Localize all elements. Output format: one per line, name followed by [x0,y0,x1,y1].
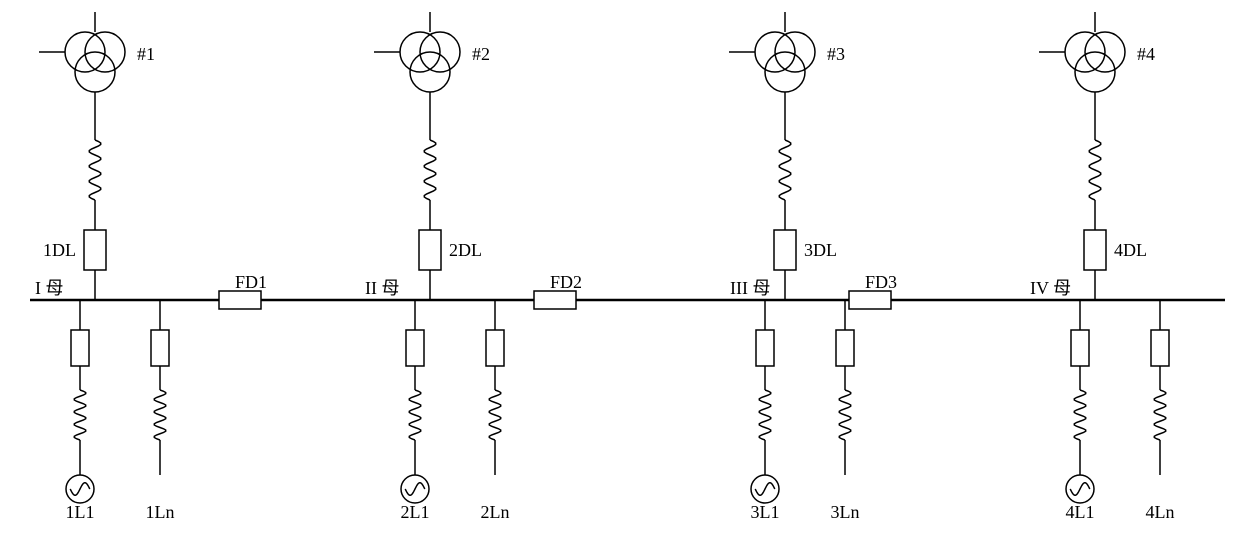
dl-label-1DL: 1DL [43,240,76,260]
feeder-breaker-4L1 [1071,330,1089,366]
feeder-breaker-3Ln [836,330,854,366]
bus-label-3: III 母 [730,278,770,298]
feeder-4L1: 4L1 [1066,300,1095,522]
feeder-4Ln: 4Ln [1146,300,1175,522]
feeder-3L1: 3L1 [751,300,780,522]
dl-label-4DL: 4DL [1114,240,1147,260]
feeder-label-4Ln: 4Ln [1146,502,1175,522]
feeder-breaker-1Ln [151,330,169,366]
feeder-label-3L1: 3L1 [751,502,780,522]
dl-breaker-1DL [84,230,106,270]
feeder-label-4L1: 4L1 [1066,502,1095,522]
tie-breaker-FD3 [849,291,891,309]
bus-label-2: II 母 [365,278,400,298]
feeder-2L1: 2L1 [401,300,430,522]
feeder-label-1L1: 1L1 [66,502,95,522]
feeder-breaker-2L1 [406,330,424,366]
feeder-breaker-1L1 [71,330,89,366]
dl-label-2DL: 2DL [449,240,482,260]
bus-label-4: IV 母 [1030,278,1071,298]
bus-label-1: I 母 [35,278,64,298]
feeder-label-2Ln: 2Ln [481,502,510,522]
feeder-2Ln: 2Ln [481,300,510,522]
transformer-#1: #1 1DL [39,12,155,300]
feeder-3Ln: 3Ln [831,300,860,522]
feeder-1L1: 1L1 [66,300,95,522]
tie-breaker-FD1 [219,291,261,309]
feeder-breaker-2Ln [486,330,504,366]
tie-breaker-FD2 [534,291,576,309]
feeder-breaker-4Ln [1151,330,1169,366]
dl-breaker-2DL [419,230,441,270]
feeder-1Ln: 1Ln [146,300,175,522]
dl-label-3DL: 3DL [804,240,837,260]
transformer-#2: #2 2DL [374,12,490,300]
feeder-label-2L1: 2L1 [401,502,430,522]
transformer-#3: #3 3DL [729,12,845,300]
tie-breaker-label-FD1: FD1 [235,272,267,292]
transformer-label-#2: #2 [472,44,490,64]
transformer-label-#3: #3 [827,44,845,64]
dl-breaker-3DL [774,230,796,270]
transformer-label-#4: #4 [1137,44,1155,64]
transformer-label-#1: #1 [137,44,155,64]
dl-breaker-4DL [1084,230,1106,270]
feeder-breaker-3L1 [756,330,774,366]
feeder-label-3Ln: 3Ln [831,502,860,522]
tie-breaker-label-FD3: FD3 [865,272,897,292]
tie-breaker-label-FD2: FD2 [550,272,582,292]
feeder-label-1Ln: 1Ln [146,502,175,522]
transformer-#4: #4 4DL [1039,12,1155,300]
